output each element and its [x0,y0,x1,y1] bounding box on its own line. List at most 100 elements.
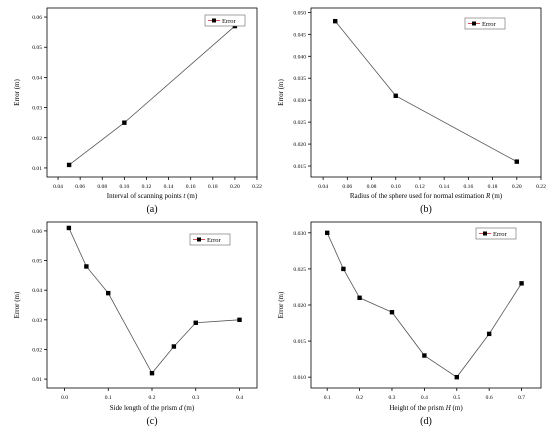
legend-label: Error [207,237,222,244]
y-tick-label: 0.020 [293,142,306,148]
x-tick-label: 0.18 [208,184,218,190]
y-tick-label: 0.06 [32,15,42,21]
legend-marker [197,237,201,242]
legend: Error [189,233,231,246]
legend: Error [464,17,506,30]
plot-frame [310,7,542,178]
data-point [422,353,427,358]
legend-label: Error [482,21,497,28]
y-axis-label: Error (m) [277,291,285,318]
x-tick-label: 0.7 [518,395,525,401]
data-point [171,344,177,349]
y-tick-label: 0.03 [32,318,42,324]
x-tick-label: 0.3 [192,395,199,401]
y-tick-label: 0.015 [293,164,306,170]
panel-caption: (a) [146,204,157,215]
chart-panel: 0.04 0.06 0.08 0.10 0.12 0.14 0.16 0.18 0.20 0.22… [277,7,546,215]
chart-panel: 0.0 0.1 0.2 0.3 0.4 0.01 0.02 0.03 0.04 0.05 0.06 E… [13,221,258,427]
panel-caption: (d) [420,416,432,427]
x-tick-label: 0.16 [463,184,473,190]
legend: Error [204,14,246,27]
x-tick-label: 0.6 [486,395,493,401]
x-tick-label: 0.2 [149,395,156,401]
x-axis-label-text: Side length of the prism [110,404,179,412]
panel-caption: (b) [420,204,432,215]
series-line [334,20,517,162]
legend-frame [475,227,517,240]
x-tick-label: 0.14 [439,184,449,190]
x-tick-label: 0.0 [61,395,68,401]
series-line [326,232,522,378]
x-tick-label: 0.3 [388,395,395,401]
x-axis-variable: H [445,404,452,412]
x-axis-label: Height of the prism H (m) [389,404,463,412]
chart-panel: 0.04 0.06 0.08 0.10 0.12 0.14 0.16 0.18 0.20 0.22… [13,7,262,215]
x-tick-label: 0.1 [324,395,331,401]
data-point [514,159,519,164]
x-tick-label: 0.12 [415,184,425,190]
data-point [519,281,524,286]
legend-marker [212,18,216,23]
data-point [389,310,395,315]
x-tick-label: 0.04 [53,184,63,190]
x-tick-label: 0.16 [186,184,196,190]
x-axis-label-text: Interval of scanning points [107,192,184,200]
series-line [68,227,240,374]
x-axis-label: Side length of the prism d (m) [110,404,195,412]
x-tick-label: 0.14 [164,184,174,190]
x-tick-label: 0.22 [252,184,262,190]
y-tick-label: 0.030 [293,231,306,237]
x-axis-label: Radius of the sphere used for normal est… [350,192,503,200]
panel-caption: (c) [146,416,157,427]
x-tick-label: 0.20 [230,184,240,190]
y-tick-label: 0.015 [293,339,306,345]
plot-frame [46,221,258,389]
chart-panel: 0.1 0.2 0.3 0.4 0.5 0.6 0.7 0.010 0.015 0.020 0.02… [277,221,542,427]
x-tick-label: 0.10 [119,184,129,190]
x-tick-label: 0.04 [318,184,328,190]
legend-marker [472,21,476,26]
data-point [486,331,492,337]
y-tick-label: 0.02 [32,347,42,353]
x-axis-variable: t [183,192,186,200]
plot-frame [310,221,542,389]
data-point [149,370,155,376]
x-axis-label: Interval of scanning points t (m) [107,192,198,200]
y-tick-label: 0.03 [32,106,42,112]
y-tick-label: 0.010 [293,375,306,381]
y-tick-label: 0.025 [293,267,306,273]
y-axis-label: Error (m) [277,79,285,106]
y-axis-label: Error (m) [13,79,21,106]
x-tick-label: 0.06 [342,184,352,190]
x-tick-label: 0.1 [105,395,112,401]
data-point [66,225,72,231]
y-tick-label: 0.02 [32,136,42,142]
x-axis-variable: R [485,192,491,200]
y-tick-label: 0.04 [32,75,42,81]
x-tick-label: 0.4 [421,395,428,401]
y-tick-label: 0.04 [32,288,42,294]
legend-frame [189,233,231,246]
x-tick-label: 0.08 [97,184,107,190]
x-axis-unit: (m) [490,192,503,200]
x-axis-label-text: Height of the prism [389,404,445,412]
y-tick-label: 0.030 [293,98,306,104]
y-axis-label: Error (m) [13,291,21,318]
x-axis-unit: (m) [451,404,464,412]
x-tick-label: 0.22 [536,184,546,190]
x-axis-variable: d [179,404,183,412]
y-tick-label: 0.05 [32,259,42,265]
legend-frame [204,14,246,27]
y-tick-label: 0.01 [32,377,42,383]
legend-label: Error [222,18,237,25]
series-line [68,25,236,166]
y-tick-label: 0.025 [293,120,306,126]
x-tick-label: 0.18 [488,184,498,190]
data-point [122,120,127,125]
x-tick-label: 0.4 [236,395,243,401]
data-point [193,320,198,325]
data-point [341,266,346,272]
y-tick-label: 0.06 [32,229,42,235]
legend: Error [475,227,517,240]
